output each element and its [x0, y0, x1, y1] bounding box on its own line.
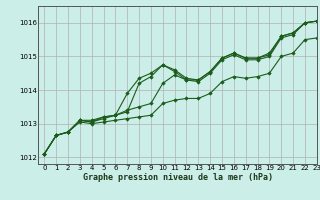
- X-axis label: Graphe pression niveau de la mer (hPa): Graphe pression niveau de la mer (hPa): [83, 173, 273, 182]
